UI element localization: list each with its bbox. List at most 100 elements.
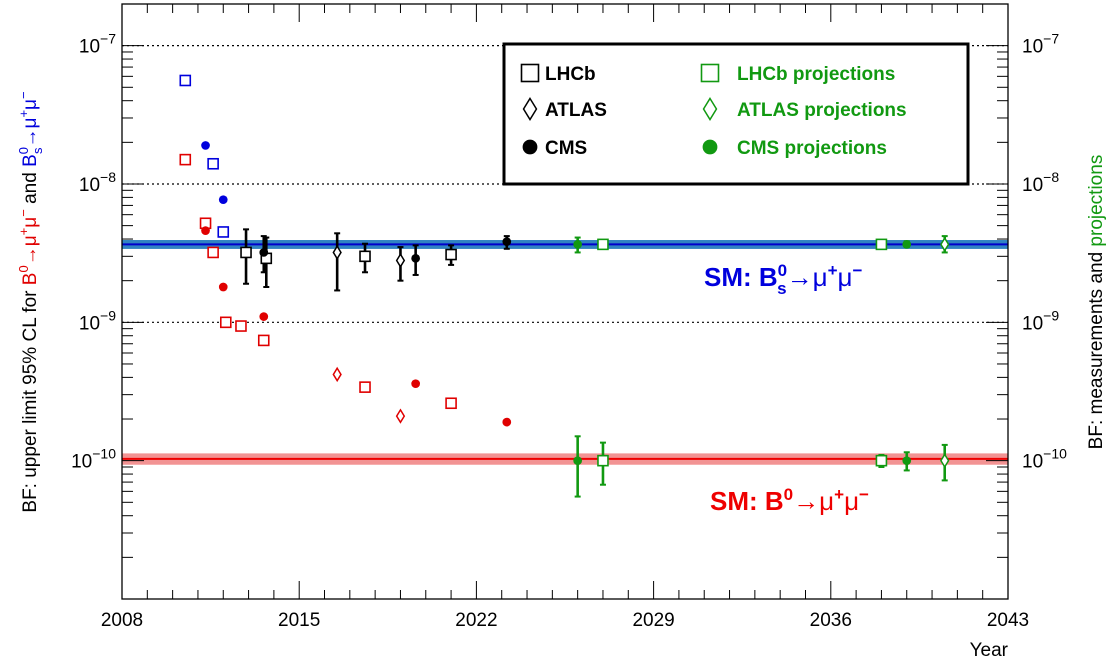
y-label-plus1: + <box>16 228 31 236</box>
legend-label-lhcb: LHCb <box>545 64 596 85</box>
y-tick-label-left: 10−8 <box>79 169 116 196</box>
y-label-minus2: − <box>16 91 31 99</box>
lhcb-b0-limit-point <box>257 334 270 347</box>
cms-bs-limit-point <box>218 195 228 205</box>
atlas-projections-b0-projection-point <box>940 453 950 469</box>
legend-box <box>502 42 970 186</box>
cms-projections-bs-projection-point <box>573 240 583 249</box>
sm-bs-minus: − <box>853 261 863 280</box>
cms-projections-bs-projection-point <box>902 240 912 249</box>
legend-marker-cms-projections <box>702 139 718 155</box>
y-label-arrow2: → <box>20 129 41 148</box>
lhcb-bs-measurement-point <box>359 250 371 263</box>
lhcb-bs-measurement-point <box>445 248 457 261</box>
sm-bs-arrow: → <box>787 262 813 292</box>
cms-b0-limit-point <box>411 379 420 389</box>
legend-label-atlas: ATLAS <box>545 100 607 121</box>
y-right-part1: BF: measurements and <box>1086 247 1107 450</box>
legend-label-cms: CMS <box>545 138 587 159</box>
data-markers <box>179 74 950 469</box>
sm-b0-label: SM: B0→μ+μ− <box>710 485 869 516</box>
y-label-bs: B <box>20 154 41 167</box>
y-axis-label-left: BF: upper limit 95% CL for B0→μ+μ− and B… <box>16 91 45 512</box>
y-label-b0-sup: 0 <box>16 265 31 272</box>
y-label-mu3: μ <box>20 118 41 129</box>
cms-b0-limit-point <box>218 282 228 292</box>
sm-bs-sub: s <box>777 279 786 298</box>
tick-labels: 2008 2015 2022 2029 2036 2043 10−10 10−10 10−9 10… <box>71 31 1067 631</box>
lhcb-b0-limit-point <box>445 397 457 410</box>
sm-bs-label: SM: B0 s→μ+μ− <box>704 261 863 298</box>
cms-projections-b0-projection-point <box>573 456 583 466</box>
cms-b0-limit-point <box>259 312 269 321</box>
x-tick-label: 2029 <box>632 610 674 631</box>
sm-b0-mu1: μ <box>819 486 834 516</box>
y-label-bs-sup: 0 <box>16 147 31 154</box>
y-label-plus2: + <box>16 110 31 118</box>
sm-bs-plus: + <box>828 261 838 280</box>
y-tick-label-right: 10−8 <box>1022 169 1059 196</box>
lhcb-projections-bs-projection-point <box>597 238 609 251</box>
cms-bs-measurement-point <box>411 254 420 263</box>
y-axis-label-right: BF: measurements and projections <box>1086 155 1107 450</box>
sm-bs-mu2: μ <box>838 262 853 292</box>
y-label-mu2: μ <box>20 217 41 228</box>
atlas-bs-measurement-point <box>395 252 406 269</box>
y-label-mu4: μ <box>20 99 41 110</box>
plot-frame <box>121 3 1009 600</box>
cms-projections-b0-projection-point <box>902 456 912 466</box>
cms-bs-measurement-point <box>502 237 512 246</box>
lhcb-b0-limit-point <box>219 316 232 329</box>
sm-b0-plus: + <box>834 485 844 504</box>
sm-b0-arrow: → <box>793 486 819 516</box>
lhcb-projections-bs-projection-point <box>875 238 888 251</box>
lhcb-b0-limit-point <box>179 153 192 166</box>
sm-bs-sup: 0 <box>778 261 787 280</box>
legend: LHCb ATLAS CMS LHCb projections ATLAS projec… <box>502 42 970 186</box>
lhcb-bs-limit-point <box>217 226 230 238</box>
legend-label-lhcb-projections: LHCb projections <box>737 64 895 85</box>
cms-b0-limit-point <box>502 417 512 427</box>
y-label-prefix: BF: upper limit 95% CL for <box>20 285 41 512</box>
legend-marker-lhcb <box>520 63 540 83</box>
legend-marker-lhcb-projections <box>700 63 720 83</box>
atlas-bs-measurement-point <box>332 244 342 261</box>
x-tick-label: 2015 <box>278 610 320 631</box>
x-axis-label: Year <box>970 640 1009 661</box>
legend-marker-atlas-projections <box>702 97 718 121</box>
lhcb-projections-b0-projection-point <box>597 454 609 467</box>
y-label-bs-sub: s <box>30 147 45 154</box>
lhcb-bs-measurement-point <box>240 246 252 259</box>
lhcb-b0-limit-point <box>207 246 219 259</box>
x-tick-label: 2008 <box>101 610 143 631</box>
sm-bs-pre: SM: B <box>704 262 778 292</box>
y-tick-label-left: 10−9 <box>79 307 116 334</box>
x-tick-label: 2022 <box>455 610 497 631</box>
y-tick-label-right: 10−7 <box>1022 31 1059 58</box>
cms-bs-limit-point <box>201 141 210 150</box>
atlas-projections-bs-projection-point <box>940 236 950 253</box>
legend-marker-atlas <box>522 97 538 121</box>
lhcb-bs-limit-point <box>179 74 192 87</box>
x-tick-label: 2043 <box>987 610 1029 631</box>
sm-b0-minus: − <box>859 485 869 504</box>
y-label-b0: B <box>20 273 41 286</box>
y-tick-label-left: 10−10 <box>71 446 116 473</box>
y-label-arrow1: → <box>20 246 41 265</box>
sm-bs-mu1: μ <box>813 262 828 292</box>
y-label-and: and <box>20 167 41 209</box>
sm-b0-pre: SM: B <box>710 486 784 516</box>
sm-b0-mu2: μ <box>844 486 859 516</box>
legend-marker-cms <box>522 139 538 155</box>
y-label-mu1: μ <box>20 235 41 246</box>
lhcb-projections-b0-projection-point <box>875 454 888 467</box>
lhcb-b0-limit-point <box>359 381 371 393</box>
atlas-b0-limit-point <box>332 366 342 383</box>
cms-b0-limit-point <box>201 226 210 235</box>
legend-label-cms-projections: CMS projections <box>737 138 887 159</box>
x-tick-label: 2036 <box>810 610 852 631</box>
cms-bs-measurement-point <box>259 248 269 257</box>
sm-b0-sup: 0 <box>784 485 793 504</box>
legend-label-atlas-projections: ATLAS projections <box>737 100 907 121</box>
